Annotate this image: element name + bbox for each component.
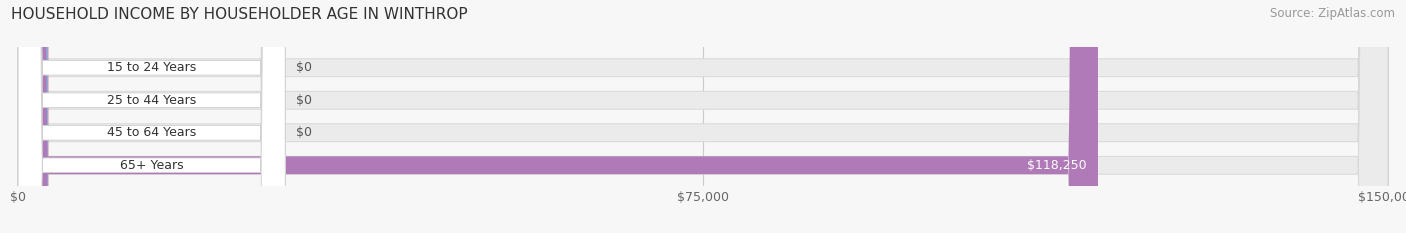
Text: Source: ZipAtlas.com: Source: ZipAtlas.com: [1270, 7, 1395, 20]
FancyBboxPatch shape: [18, 0, 1098, 233]
FancyBboxPatch shape: [18, 0, 285, 233]
FancyBboxPatch shape: [18, 0, 285, 233]
FancyBboxPatch shape: [18, 0, 1388, 233]
FancyBboxPatch shape: [18, 0, 285, 233]
FancyBboxPatch shape: [18, 0, 48, 233]
Text: 65+ Years: 65+ Years: [120, 159, 183, 172]
Text: 25 to 44 Years: 25 to 44 Years: [107, 94, 197, 107]
FancyBboxPatch shape: [18, 0, 48, 233]
Text: $0: $0: [297, 94, 312, 107]
Text: $118,250: $118,250: [1028, 159, 1087, 172]
Text: 15 to 24 Years: 15 to 24 Years: [107, 61, 197, 74]
FancyBboxPatch shape: [18, 0, 1388, 233]
FancyBboxPatch shape: [18, 0, 1388, 233]
Text: HOUSEHOLD INCOME BY HOUSEHOLDER AGE IN WINTHROP: HOUSEHOLD INCOME BY HOUSEHOLDER AGE IN W…: [11, 7, 468, 22]
Text: $0: $0: [297, 126, 312, 139]
FancyBboxPatch shape: [18, 0, 1388, 233]
FancyBboxPatch shape: [18, 0, 285, 233]
Text: 45 to 64 Years: 45 to 64 Years: [107, 126, 197, 139]
FancyBboxPatch shape: [18, 0, 48, 233]
Text: $0: $0: [297, 61, 312, 74]
